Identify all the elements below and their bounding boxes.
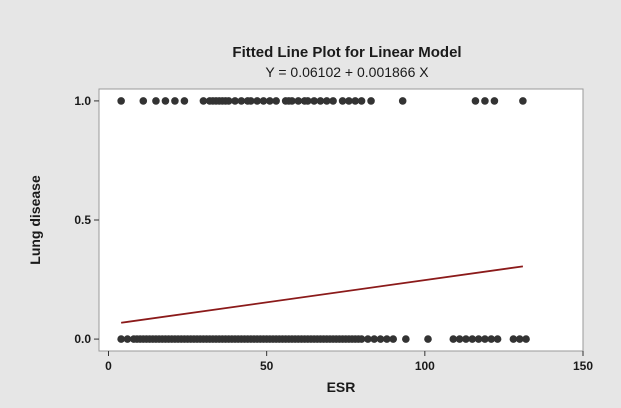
data-point (519, 97, 527, 105)
data-point (357, 335, 366, 343)
data-point (515, 335, 524, 343)
y-tick-label: 0.5 (74, 213, 91, 227)
data-point (247, 97, 255, 105)
data-point (161, 97, 170, 105)
data-point (288, 97, 296, 105)
x-tick-label: 0 (105, 359, 112, 373)
y-axis-label: Lung disease (27, 175, 43, 265)
plot-area (98, 88, 584, 352)
data-point (493, 335, 502, 343)
data-point (316, 97, 325, 105)
data-point (152, 97, 160, 105)
x-tick-label: 100 (415, 359, 435, 373)
data-point (376, 335, 385, 343)
data-point (455, 335, 464, 343)
x-axis-ticks: 0 50 100 150 (105, 351, 593, 373)
data-point (522, 335, 530, 343)
x-tick-label: 50 (260, 359, 274, 373)
data-point (117, 97, 125, 105)
data-point (398, 97, 407, 105)
data-point (364, 335, 372, 343)
data-point (357, 97, 366, 105)
fit-line-group (121, 265, 524, 324)
data-point (180, 97, 189, 105)
data-point (370, 335, 379, 343)
data-point (253, 97, 261, 105)
data-point (199, 97, 208, 105)
data-point (509, 335, 518, 343)
data-point (389, 335, 397, 343)
data-point (123, 335, 132, 343)
data-point (139, 97, 148, 105)
chart-subtitle: Y = 0.06102 + 0.001866 X (265, 64, 429, 80)
data-point (266, 97, 274, 105)
data-point (468, 335, 477, 343)
data-point (471, 97, 480, 105)
data-point (481, 335, 489, 343)
data-point (474, 335, 483, 343)
data-point (345, 97, 353, 105)
data-point (310, 97, 318, 105)
data-point (367, 97, 375, 105)
data-point (259, 97, 268, 105)
data-point (383, 335, 391, 343)
data-point (322, 97, 331, 105)
data-point (424, 335, 432, 343)
y-tick-label: 0.0 (74, 332, 91, 346)
data-point (237, 97, 246, 105)
data-point (329, 97, 337, 105)
y-axis-ticks: 0.0 0.5 1.0 (74, 94, 99, 346)
data-point (487, 335, 496, 343)
data-point (338, 97, 347, 105)
data-point (303, 97, 312, 105)
data-point (351, 97, 360, 105)
data-points (117, 97, 530, 343)
data-point (224, 97, 233, 105)
x-axis-label: ESR (327, 379, 356, 395)
data-point (231, 97, 239, 105)
data-point (402, 335, 410, 343)
data-point (481, 97, 489, 105)
x-tick-label: 150 (573, 359, 593, 373)
data-point (449, 335, 458, 343)
fit-line (121, 265, 524, 324)
data-point (171, 97, 179, 105)
data-point (462, 335, 470, 343)
y-tick-label: 1.0 (74, 94, 91, 108)
chart-title: Fitted Line Plot for Linear Model (232, 44, 461, 61)
data-point (117, 335, 125, 343)
data-point (294, 97, 303, 105)
data-point (272, 97, 280, 105)
data-point (490, 97, 499, 105)
